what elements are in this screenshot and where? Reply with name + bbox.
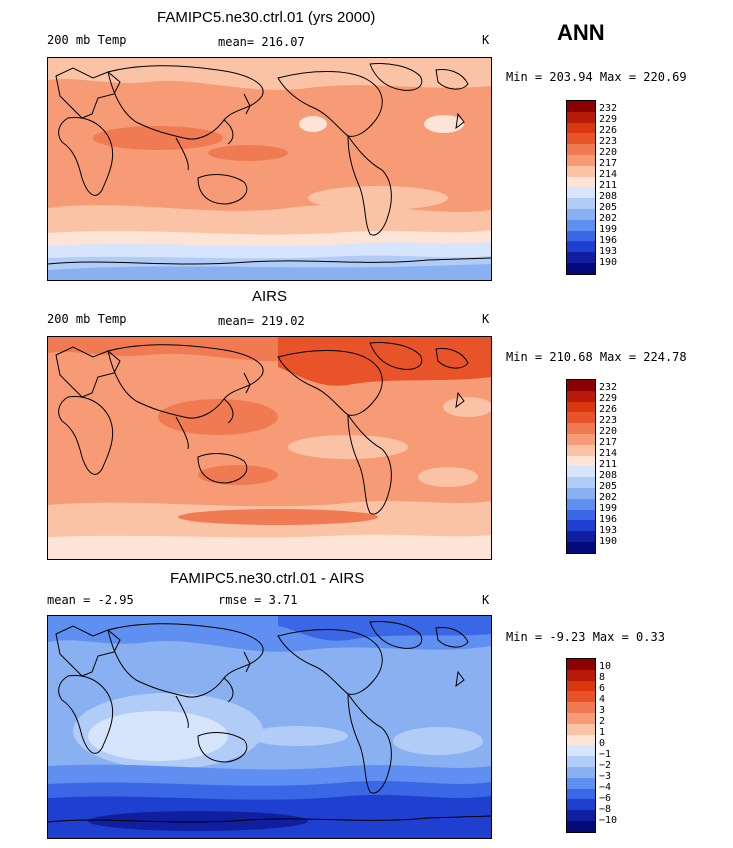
panel-2-variable-label: 200 mb Temp — [47, 312, 127, 326]
colorbar-tick: 217 — [599, 437, 618, 448]
colorbar-tick: −1 — [599, 749, 612, 760]
colorbar-tick: 10 — [599, 661, 612, 672]
colorbar-tick: 208 — [599, 191, 618, 202]
panel-1-coastlines — [48, 63, 491, 265]
colorbar-tick: 1 — [599, 727, 606, 738]
colorbar-tick: 6 — [599, 683, 606, 694]
colorbar-tick: 220 — [599, 147, 618, 158]
colorbar-tick: 196 — [599, 514, 618, 525]
panel-2-unit-label: K — [482, 312, 490, 326]
colorbar-tick: 202 — [599, 492, 618, 503]
colorbar-tick: 199 — [599, 224, 618, 235]
panel-2-map — [47, 336, 492, 560]
colorbar-tick: 226 — [599, 125, 618, 136]
panel-3-title: FAMIPC5.ne30.ctrl.01 - AIRS — [170, 570, 365, 587]
panel-3-mean-label: mean = -2.95 — [47, 593, 134, 607]
colorbar-tick: 229 — [599, 393, 618, 404]
panel-2-map-field — [48, 337, 491, 559]
panel-1-title: FAMIPC5.ne30.ctrl.01 (yrs 2000) — [157, 9, 376, 26]
colorbar-tick: −4 — [599, 782, 612, 793]
colorbar-tick: 193 — [599, 525, 618, 536]
colorbar-tick: 229 — [599, 114, 618, 125]
colorbar-tick: 4 — [599, 694, 606, 705]
colorbar-tick: 208 — [599, 470, 618, 481]
colorbar-tick: 205 — [599, 481, 618, 492]
colorbar-tick: 2 — [599, 716, 606, 727]
panel-1-mean-label: mean= 216.07 — [218, 35, 305, 49]
colorbar-tick: 190 — [599, 257, 618, 268]
colorbar-tick: 220 — [599, 426, 618, 437]
panel-3-map-field — [48, 616, 491, 838]
colorbar-tick: 226 — [599, 404, 618, 415]
colorbar-tick: 211 — [599, 180, 618, 191]
colorbar-tick: 3 — [599, 705, 606, 716]
panel-1-minmax-label: Min = 203.94 Max = 220.69 — [506, 70, 687, 84]
colorbar-tick: 214 — [599, 169, 618, 180]
colorbar-tick: 223 — [599, 136, 618, 147]
panel-1-colorbar: 232 229 226 223 220 217 214 211 208 205 … — [566, 100, 617, 275]
panel-2-mean-label: mean= 219.02 — [218, 314, 305, 328]
panel-1-unit-label: K — [482, 33, 490, 47]
panel-3-colorbar: 10 8 6 4 3 2 1 0 −1 −2 −3 −4 −6 −8 −10 — [566, 658, 617, 833]
colorbar-tick: −8 — [599, 804, 612, 815]
colorbar-tick: 232 — [599, 382, 618, 393]
panel-1-variable-label: 200 mb Temp — [47, 33, 127, 47]
colorbar-tick: 205 — [599, 202, 618, 213]
colorbar-tick: 211 — [599, 459, 618, 470]
panel-1-map — [47, 57, 492, 281]
panel-3-unit-label: K — [482, 593, 490, 607]
colorbar-tick: 196 — [599, 235, 618, 246]
panel-2-colorbar: 232 229 226 223 220 217 214 211 208 205 … — [566, 379, 617, 554]
panel-2-title: AIRS — [252, 288, 288, 305]
colorbar-tick: 199 — [599, 503, 618, 514]
colorbar-tick: 202 — [599, 213, 618, 224]
colorbar-tick: −3 — [599, 771, 612, 782]
panel-2-minmax-label: Min = 210.68 Max = 224.78 — [506, 350, 687, 364]
panel-3-rmse-label: rmse = 3.71 — [218, 593, 298, 607]
panel-3-minmax-label: Min = -9.23 Max = 0.33 — [506, 630, 665, 644]
colorbar-tick: 214 — [599, 448, 618, 459]
colorbar-tick: 223 — [599, 415, 618, 426]
colorbar-tick: 0 — [599, 738, 606, 749]
panel-1-map-field — [48, 58, 491, 280]
colorbar-tick: 190 — [599, 536, 618, 547]
colorbar-tick: 193 — [599, 246, 618, 257]
colorbar-tick: −10 — [599, 815, 618, 826]
colorbar-tick: −6 — [599, 793, 612, 804]
colorbar-tick: 8 — [599, 672, 606, 683]
panel-3-map — [47, 615, 492, 839]
colorbar-tick: −2 — [599, 760, 612, 771]
panel-2-coastlines — [55, 342, 469, 515]
colorbar-tick: 217 — [599, 158, 618, 169]
panel-3-coastlines — [48, 621, 491, 823]
colorbar-tick: 232 — [599, 103, 618, 114]
season-label: ANN — [557, 20, 605, 45]
